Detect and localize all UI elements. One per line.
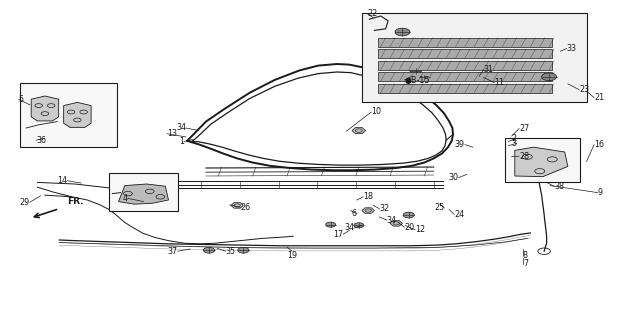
Text: 1: 1 [179, 137, 184, 146]
Text: 3: 3 [512, 139, 517, 148]
Polygon shape [515, 147, 568, 177]
Circle shape [326, 222, 336, 227]
Text: 26: 26 [240, 203, 250, 212]
Text: 22: 22 [367, 9, 377, 18]
Bar [378, 49, 552, 58]
Text: 23: 23 [579, 85, 589, 94]
Text: 12: 12 [415, 225, 425, 234]
Circle shape [403, 212, 414, 218]
Polygon shape [31, 96, 59, 121]
Circle shape [395, 28, 410, 36]
Text: 24: 24 [454, 210, 464, 219]
Text: 7: 7 [523, 260, 528, 268]
Text: 33: 33 [567, 44, 577, 53]
Text: 34: 34 [344, 223, 354, 232]
Text: 34: 34 [387, 216, 397, 225]
Text: 16: 16 [594, 140, 604, 149]
Text: 19: 19 [287, 251, 297, 260]
Text: 28: 28 [519, 152, 529, 161]
Polygon shape [362, 208, 374, 213]
Bar [20, 83, 117, 147]
Text: 5: 5 [19, 95, 24, 104]
Circle shape [354, 223, 364, 228]
Polygon shape [119, 184, 168, 204]
Text: 36: 36 [36, 136, 46, 145]
Text: 37: 37 [168, 247, 178, 256]
Text: 17: 17 [333, 230, 343, 239]
Bar [505, 138, 580, 182]
Text: 13: 13 [167, 129, 177, 138]
Bar [362, 13, 587, 102]
Text: 10: 10 [371, 108, 381, 116]
Text: FR.: FR. [67, 197, 84, 206]
Text: 20: 20 [404, 223, 414, 232]
Text: 4: 4 [123, 194, 128, 203]
Text: 30: 30 [449, 173, 459, 182]
Text: 38: 38 [554, 182, 564, 191]
Bar [378, 72, 552, 81]
Bar [378, 61, 552, 70]
Circle shape [419, 75, 430, 80]
Text: 11: 11 [494, 78, 504, 87]
Text: 25: 25 [434, 204, 444, 212]
Text: 39: 39 [455, 140, 465, 149]
Text: ●B-15: ●B-15 [404, 76, 430, 84]
Text: 27: 27 [519, 124, 529, 133]
Bar [378, 38, 552, 47]
Text: 31: 31 [484, 65, 494, 74]
Polygon shape [64, 102, 91, 127]
Circle shape [203, 247, 215, 253]
Polygon shape [352, 127, 366, 134]
Text: 9: 9 [598, 188, 603, 197]
Text: 18: 18 [363, 192, 373, 201]
Text: 8: 8 [523, 251, 528, 260]
Polygon shape [231, 203, 243, 208]
Bar [109, 173, 178, 211]
Text: 35: 35 [226, 247, 236, 256]
Circle shape [410, 68, 421, 74]
Bar [378, 84, 552, 93]
Text: 2: 2 [512, 134, 517, 143]
Text: 29: 29 [20, 198, 30, 207]
Circle shape [238, 247, 249, 253]
Text: 34: 34 [176, 124, 186, 132]
Text: 6: 6 [352, 209, 357, 218]
Circle shape [542, 73, 557, 81]
Text: 32: 32 [379, 204, 389, 213]
Polygon shape [390, 220, 402, 226]
Text: 14: 14 [57, 176, 67, 185]
Text: 21: 21 [594, 93, 604, 102]
